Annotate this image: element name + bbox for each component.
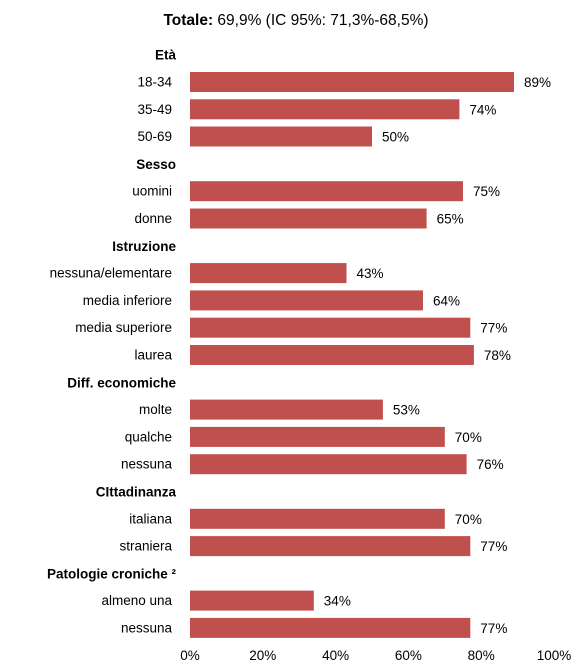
value-label: 89%	[524, 75, 551, 90]
value-label: 76%	[477, 457, 504, 472]
value-label: 34%	[324, 594, 351, 609]
x-tick-label: 60%	[395, 648, 422, 660]
value-label: 74%	[469, 102, 496, 117]
chart-title-rest: 69,9% (IC 95%: 71,3%-68,5%)	[213, 12, 428, 29]
group-label: Sesso	[136, 157, 176, 172]
x-tick-label: 100%	[537, 648, 572, 660]
category-label: almeno una	[101, 593, 172, 608]
category-label: straniera	[119, 539, 172, 554]
category-label: nessuna	[121, 457, 173, 472]
category-label: 18-34	[137, 75, 172, 90]
bar	[190, 399, 383, 420]
chart-title-bold: Totale:	[163, 12, 213, 29]
group-label: CIttadinanza	[96, 485, 177, 500]
bar	[190, 290, 423, 311]
bar	[190, 99, 460, 120]
bar	[190, 181, 463, 202]
bar	[190, 72, 514, 92]
group-label: Istruzione	[112, 239, 176, 254]
bar	[190, 508, 445, 529]
bar	[190, 426, 445, 447]
x-tick-label: 0%	[180, 648, 200, 660]
plot-area: Età 18-34 89% 35-49 74% 50-69 50% Sesso uomini 75…	[47, 48, 551, 638]
category-label: molte	[139, 402, 172, 417]
group-label: Diff. economiche	[67, 375, 176, 390]
category-label: donne	[134, 211, 172, 226]
value-label: 65%	[437, 212, 464, 227]
bar	[190, 454, 467, 475]
value-label: 77%	[480, 321, 507, 336]
value-label: 43%	[357, 266, 384, 281]
value-label: 78%	[484, 348, 511, 363]
group-label: Età	[155, 48, 177, 63]
category-label: laurea	[134, 348, 172, 363]
value-label: 77%	[480, 539, 507, 554]
category-label: nessuna/elementare	[50, 266, 172, 281]
category-label: nessuna	[121, 620, 173, 635]
category-label: italiana	[129, 511, 172, 526]
category-label: 35-49	[137, 102, 172, 117]
value-label: 75%	[473, 184, 500, 199]
x-tick-label: 40%	[322, 648, 349, 660]
value-label: 53%	[393, 403, 420, 418]
bar	[190, 317, 471, 338]
x-axis: 0% 20% 40% 60% 80% 100%	[180, 648, 571, 660]
value-label: 64%	[433, 293, 460, 308]
group-label: Patologie croniche ²	[47, 566, 177, 581]
bar	[190, 590, 314, 611]
value-label: 70%	[455, 430, 482, 445]
value-label: 77%	[480, 621, 507, 636]
bar	[190, 263, 347, 284]
category-label: uomini	[132, 184, 172, 199]
value-label: 70%	[455, 512, 482, 527]
x-tick-label: 20%	[249, 648, 276, 660]
chart-title: Totale: 69,9% (IC 95%: 71,3%-68,5%)	[163, 12, 428, 29]
category-label: media superiore	[75, 320, 172, 335]
bar	[190, 617, 471, 638]
bar	[190, 345, 474, 365]
bar	[190, 126, 372, 147]
category-label: media inferiore	[83, 293, 172, 308]
bar	[190, 208, 427, 229]
bar	[190, 536, 471, 557]
category-label: qualche	[125, 429, 172, 444]
value-label: 50%	[382, 130, 409, 145]
x-tick-label: 80%	[468, 648, 495, 660]
category-label: 50-69	[137, 129, 172, 144]
